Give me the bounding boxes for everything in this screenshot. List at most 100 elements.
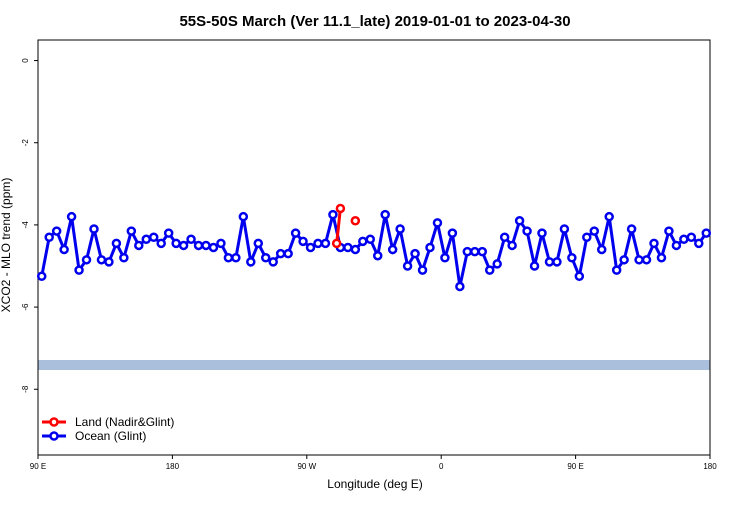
data-point xyxy=(343,242,353,253)
data-point xyxy=(290,228,301,238)
y-tick-label: 0 xyxy=(21,58,30,63)
data-point xyxy=(492,259,502,269)
x-tick-label: 0 xyxy=(439,462,444,471)
data-point xyxy=(104,257,114,267)
data-point xyxy=(283,248,293,259)
data-point xyxy=(641,255,652,265)
data-point xyxy=(231,253,241,263)
data-point xyxy=(148,232,159,242)
x-tick-label: 90 E xyxy=(30,462,46,471)
data-point xyxy=(171,238,181,249)
data-point xyxy=(656,253,667,263)
data-point xyxy=(679,234,689,245)
data-point xyxy=(350,244,361,255)
data-point xyxy=(626,224,637,234)
data-point xyxy=(417,265,428,275)
series-line xyxy=(335,208,342,244)
data-point xyxy=(395,224,405,234)
data-point xyxy=(589,226,600,236)
data-point xyxy=(596,244,607,255)
y-axis-label: XCO2 - MLO trend (ppm) xyxy=(0,178,13,313)
data-point xyxy=(402,261,413,271)
data-point xyxy=(193,240,204,251)
data-point xyxy=(320,238,331,249)
data-point xyxy=(432,218,443,228)
data-point xyxy=(141,234,152,245)
data-point xyxy=(81,255,92,265)
data-point xyxy=(380,209,390,220)
data-point xyxy=(313,238,323,249)
data-point xyxy=(484,265,495,275)
data-point xyxy=(253,238,264,249)
data-point xyxy=(178,240,189,251)
data-point xyxy=(335,203,346,214)
x-axis-label: Longitude (deg E) xyxy=(327,477,422,491)
data-point xyxy=(163,228,174,238)
data-point xyxy=(574,271,585,282)
data-point xyxy=(59,244,69,255)
data-point xyxy=(298,236,308,247)
data-point xyxy=(66,211,77,222)
y-tick-label: -2 xyxy=(21,139,30,147)
data-point xyxy=(694,238,704,249)
data-point xyxy=(604,211,614,222)
data-point xyxy=(529,261,540,271)
data-point xyxy=(619,255,629,265)
y-tick-label: -6 xyxy=(21,303,30,311)
data-point xyxy=(701,228,712,238)
data-point xyxy=(51,226,62,236)
data-point xyxy=(634,255,644,265)
data-point xyxy=(686,232,697,242)
data-point xyxy=(514,216,525,226)
data-point xyxy=(119,253,129,263)
data-point xyxy=(649,238,659,249)
data-point xyxy=(671,240,682,251)
data-point xyxy=(74,265,84,275)
data-point xyxy=(544,257,555,267)
data-point xyxy=(470,246,480,257)
data-point xyxy=(246,257,256,267)
data-point xyxy=(559,224,570,234)
data-point xyxy=(358,236,368,247)
data-point xyxy=(440,253,450,263)
data-point xyxy=(96,255,107,265)
data-point xyxy=(664,226,674,236)
data-point xyxy=(186,234,196,245)
data-point xyxy=(372,250,383,261)
data-point xyxy=(365,234,376,245)
data-point xyxy=(126,226,137,236)
data-point xyxy=(611,265,622,275)
data-point xyxy=(134,240,144,251)
data-point xyxy=(201,240,211,251)
data-point xyxy=(216,238,226,249)
land-mask-band xyxy=(38,360,710,370)
data-point xyxy=(477,246,488,257)
data-point xyxy=(36,271,47,282)
y-tick-label: -8 xyxy=(21,385,30,393)
data-point xyxy=(447,228,458,238)
data-point xyxy=(582,232,592,242)
x-tick-label: 90 E xyxy=(567,462,583,471)
data-point xyxy=(350,216,361,226)
data-point xyxy=(275,248,286,259)
data-point xyxy=(328,209,338,220)
data-point xyxy=(522,226,532,236)
data-point xyxy=(156,238,166,249)
data-point xyxy=(89,224,99,234)
data-point xyxy=(208,242,219,253)
data-point xyxy=(410,248,420,259)
data-point xyxy=(260,253,271,263)
data-point xyxy=(305,242,316,253)
data-point xyxy=(223,253,234,263)
data-point xyxy=(425,242,435,253)
chart-title: 55S-50S March (Ver 11.1_late) 2019-01-01… xyxy=(179,13,570,30)
legend-label: Land (Nadir&Glint) xyxy=(75,415,174,429)
series-line xyxy=(40,214,708,287)
legend-marker xyxy=(49,417,59,427)
x-tick-label: 180 xyxy=(703,462,717,471)
data-point xyxy=(387,244,398,255)
data-point xyxy=(507,240,517,251)
data-point xyxy=(537,228,547,238)
legend-label: Ocean (Glint) xyxy=(75,429,146,443)
